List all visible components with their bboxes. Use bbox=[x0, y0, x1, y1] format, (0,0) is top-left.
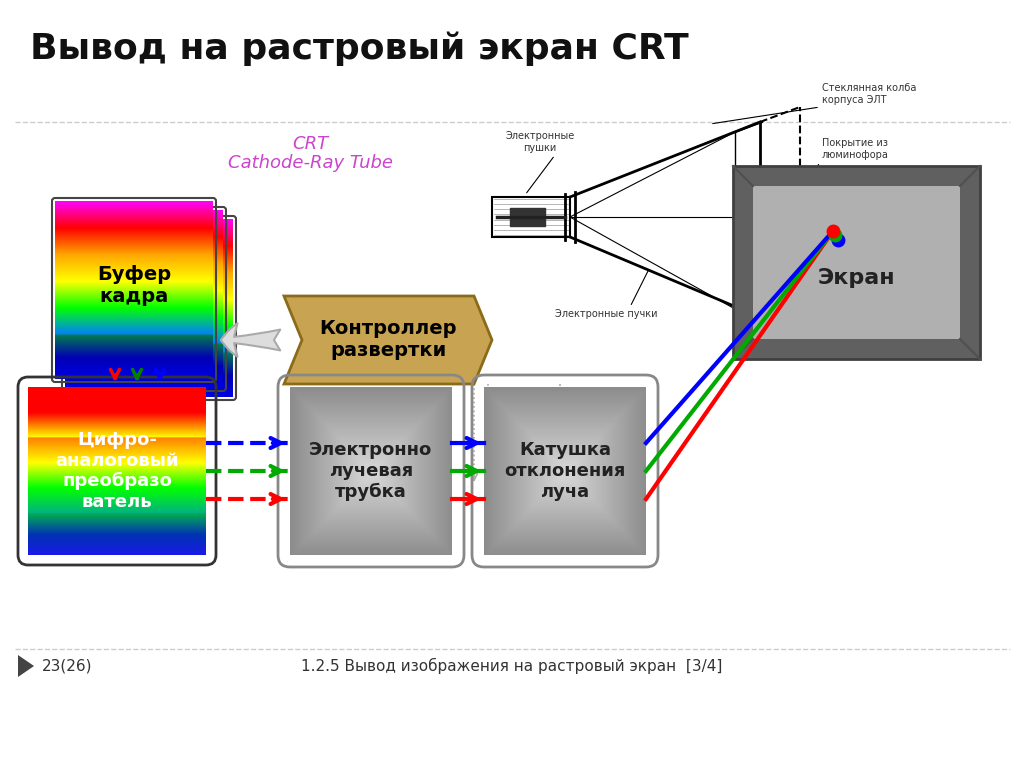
Text: 1.2.5 Вывод изображения на растровый экран  [3/4]: 1.2.5 Вывод изображения на растровый экр… bbox=[301, 658, 723, 674]
Polygon shape bbox=[284, 296, 492, 384]
Text: Катушка
отклонения
луча: Катушка отклонения луча bbox=[504, 441, 626, 501]
Text: Электронные пучки: Электронные пучки bbox=[555, 309, 657, 319]
Text: Экран: Экран bbox=[818, 268, 895, 288]
Polygon shape bbox=[18, 655, 34, 677]
Bar bbox=[733, 166, 980, 359]
Text: 23(26): 23(26) bbox=[42, 659, 92, 673]
Bar bbox=[753, 186, 961, 339]
Bar bbox=[492, 197, 570, 237]
Text: Цифро-
аналоговый
преобразо
ватель: Цифро- аналоговый преобразо ватель bbox=[55, 431, 179, 512]
Bar bbox=[510, 208, 545, 226]
Text: Контроллер
развертки: Контроллер развертки bbox=[319, 320, 457, 360]
Text: Покрытие из
люминофора: Покрытие из люминофора bbox=[822, 138, 889, 160]
Text: Стеклянная колба
корпуса ЭЛТ: Стеклянная колба корпуса ЭЛТ bbox=[822, 84, 916, 105]
Text: Cathode-Ray Tube: Cathode-Ray Tube bbox=[227, 154, 392, 172]
Text: Буфер
кадра: Буфер кадра bbox=[97, 265, 171, 305]
Text: CRT: CRT bbox=[292, 135, 328, 153]
Text: Маска: Маска bbox=[822, 238, 854, 248]
Text: Вывод на растровый экран CRT: Вывод на растровый экран CRT bbox=[30, 32, 689, 67]
Polygon shape bbox=[492, 197, 570, 237]
Text: Электронно
лучевая
трубка: Электронно лучевая трубка bbox=[309, 441, 432, 501]
Text: Электронные
пушки: Электронные пушки bbox=[506, 131, 574, 153]
